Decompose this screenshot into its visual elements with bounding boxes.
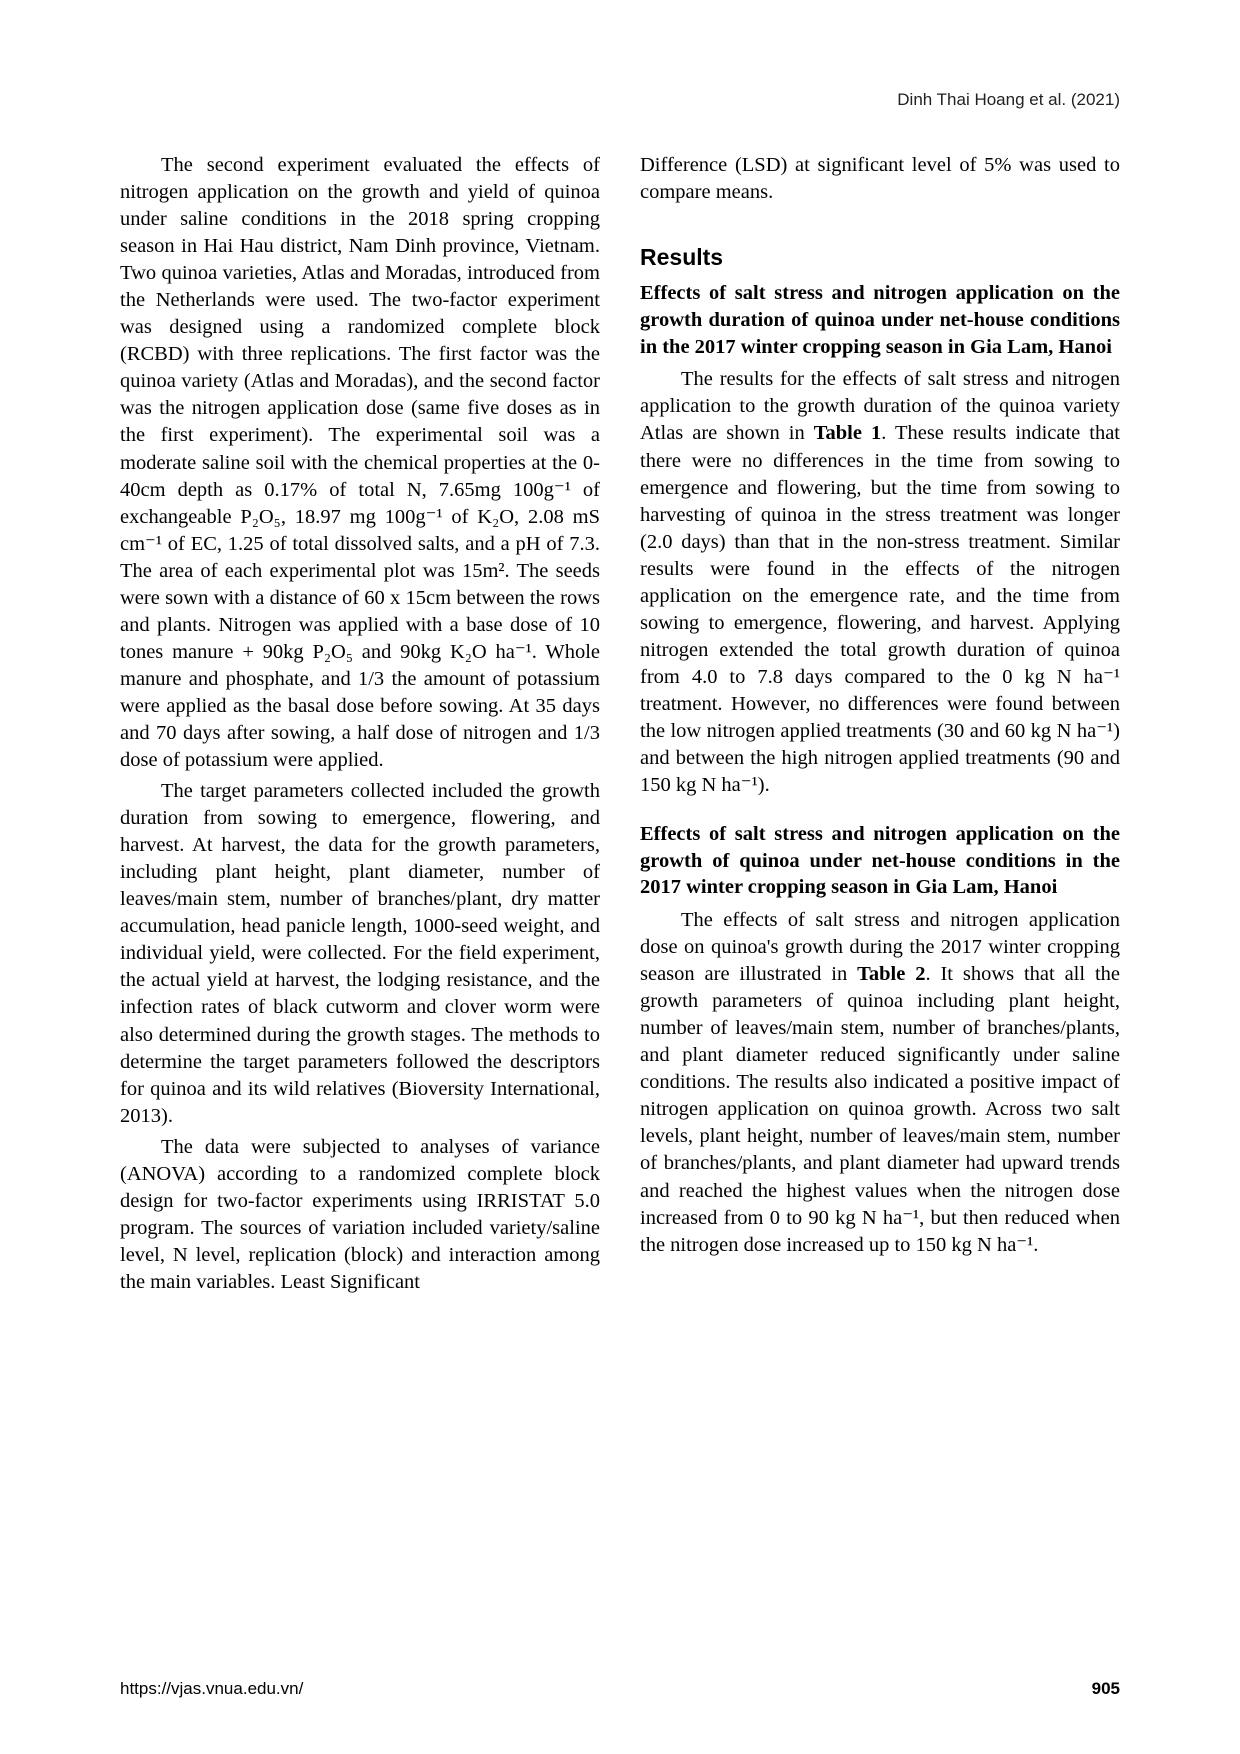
table-ref: Table 1 (814, 422, 881, 444)
page-footer: https://vjas.vnua.edu.vn/ 905 (120, 1679, 1120, 1699)
spacer (640, 210, 1120, 224)
header-author-line: Dinh Thai Hoang et al. (2021) (120, 90, 1120, 110)
two-column-content: The second experiment evaluated the effe… (120, 152, 1120, 1300)
table-ref: Table 2 (857, 963, 925, 985)
body-paragraph: The second experiment evaluated the effe… (120, 152, 600, 774)
footer-page-number: 905 (1092, 1679, 1120, 1699)
body-paragraph: The data were subjected to analyses of v… (120, 1134, 600, 1296)
body-paragraph: The target parameters collected included… (120, 778, 600, 1130)
body-paragraph: The results for the effects of salt stre… (640, 366, 1120, 799)
footer-url: https://vjas.vnua.edu.vn/ (120, 1679, 303, 1699)
text-run: . These results indicate that there were… (640, 422, 1120, 796)
subsection-heading: Effects of salt stress and nitrogen appl… (640, 821, 1120, 901)
spacer (640, 803, 1120, 817)
body-paragraph-continuation: Difference (LSD) at significant level of… (640, 152, 1120, 206)
section-heading-results: Results (640, 242, 1120, 272)
text-run: . It shows that all the growth parameter… (640, 963, 1120, 1255)
subsection-heading: Effects of salt stress and nitrogen appl… (640, 280, 1120, 360)
body-paragraph: The effects of salt stress and nitrogen … (640, 907, 1120, 1259)
